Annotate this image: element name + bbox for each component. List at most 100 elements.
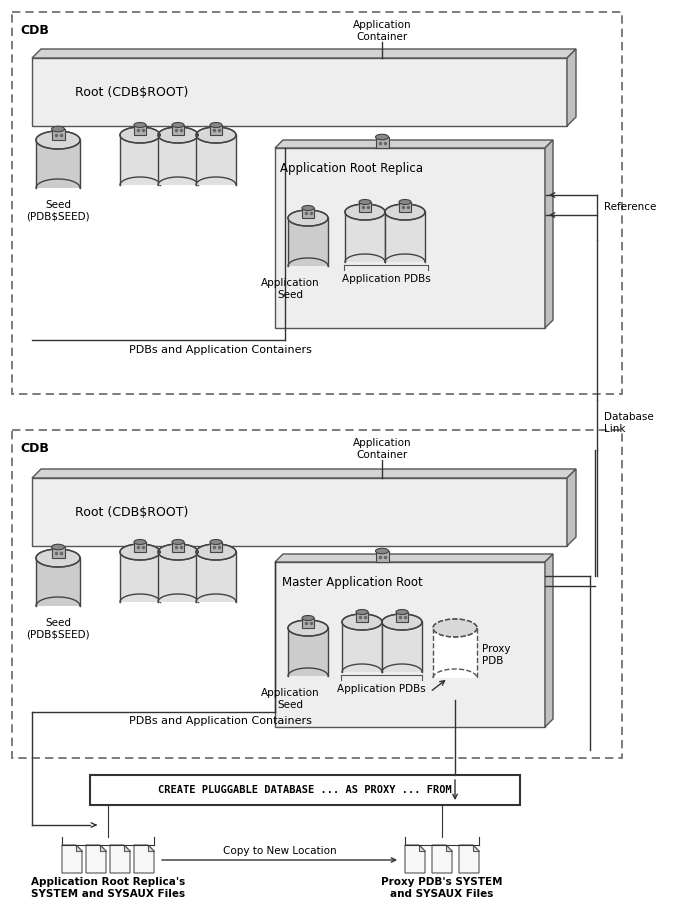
Ellipse shape [356, 610, 368, 614]
Polygon shape [432, 845, 452, 873]
Text: PDBs and Application Containers: PDBs and Application Containers [129, 345, 311, 355]
Polygon shape [419, 845, 425, 851]
Bar [210, 542, 222, 552]
Text: Root (CDB$ROOT): Root (CDB$ROOT) [75, 505, 188, 518]
Polygon shape [342, 614, 382, 630]
Ellipse shape [399, 199, 411, 205]
Bar [396, 612, 408, 622]
Polygon shape [345, 204, 385, 220]
Polygon shape [120, 127, 160, 143]
Polygon shape [342, 622, 382, 672]
Ellipse shape [302, 206, 314, 210]
Bar [210, 125, 222, 135]
Text: Application
Seed: Application Seed [260, 278, 320, 300]
Text: Reference: Reference [604, 202, 656, 212]
Ellipse shape [375, 548, 388, 554]
Bar [375, 551, 388, 562]
Text: Application Root Replica: Application Root Replica [280, 162, 424, 175]
Polygon shape [100, 845, 106, 851]
Polygon shape [288, 218, 328, 266]
Polygon shape [134, 845, 154, 873]
Ellipse shape [302, 615, 314, 621]
Bar [172, 125, 184, 135]
Polygon shape [288, 620, 328, 636]
Polygon shape [545, 554, 553, 727]
Polygon shape [567, 469, 576, 546]
Polygon shape [158, 135, 198, 185]
Polygon shape [32, 49, 576, 58]
Polygon shape [382, 614, 422, 630]
Polygon shape [36, 140, 80, 188]
Ellipse shape [396, 610, 408, 614]
Polygon shape [32, 469, 576, 478]
Text: Database
Link: Database Link [604, 412, 653, 433]
Text: Application Root Replica's
SYSTEM and SYSAUX Files: Application Root Replica's SYSTEM and SY… [31, 877, 185, 898]
Text: Application PDBs: Application PDBs [337, 684, 426, 694]
Polygon shape [385, 204, 425, 220]
Polygon shape [158, 127, 198, 143]
Bar [399, 202, 411, 212]
Bar [275, 148, 545, 328]
Polygon shape [36, 131, 80, 149]
Polygon shape [196, 552, 236, 602]
Polygon shape [545, 140, 553, 328]
Polygon shape [385, 212, 425, 262]
Polygon shape [382, 622, 422, 672]
Polygon shape [473, 845, 479, 851]
Polygon shape [567, 49, 576, 126]
Text: Application
Seed: Application Seed [260, 688, 320, 709]
Polygon shape [124, 845, 130, 851]
Bar [52, 547, 65, 558]
Bar [134, 542, 146, 552]
Ellipse shape [134, 122, 146, 127]
Text: Application
Container: Application Container [353, 438, 411, 460]
Polygon shape [120, 544, 160, 560]
Bar [356, 612, 368, 622]
Polygon shape [288, 210, 328, 226]
Text: Seed
(PDB$SEED): Seed (PDB$SEED) [27, 200, 90, 221]
Polygon shape [158, 552, 198, 602]
Ellipse shape [52, 126, 65, 132]
Bar [32, 58, 567, 126]
Text: Proxy
PDB: Proxy PDB [482, 644, 511, 665]
Polygon shape [158, 544, 198, 560]
Polygon shape [433, 628, 477, 678]
Polygon shape [110, 845, 130, 873]
Ellipse shape [172, 539, 184, 545]
Polygon shape [86, 845, 106, 873]
Polygon shape [433, 619, 477, 637]
Text: Master Application Root: Master Application Root [282, 576, 422, 589]
Ellipse shape [210, 122, 222, 127]
Polygon shape [405, 845, 425, 873]
Polygon shape [36, 558, 80, 606]
Polygon shape [288, 628, 328, 676]
Text: Root (CDB$ROOT): Root (CDB$ROOT) [75, 86, 188, 99]
Text: CDB: CDB [20, 24, 49, 37]
Ellipse shape [210, 539, 222, 545]
Polygon shape [76, 845, 82, 851]
Polygon shape [196, 127, 236, 143]
Polygon shape [36, 549, 80, 567]
Bar [12, 430, 622, 758]
Polygon shape [148, 845, 154, 851]
Text: Proxy PDB's SYSTEM
and SYSAUX Files: Proxy PDB's SYSTEM and SYSAUX Files [381, 877, 503, 898]
Text: PDBs and Application Containers: PDBs and Application Containers [129, 716, 311, 726]
Ellipse shape [172, 122, 184, 127]
Text: Application
Container: Application Container [353, 20, 411, 42]
Bar [172, 542, 184, 552]
Bar [52, 129, 65, 140]
Polygon shape [275, 554, 553, 562]
Polygon shape [196, 544, 236, 560]
Bar [359, 202, 371, 212]
Polygon shape [120, 552, 160, 602]
Bar [32, 478, 567, 546]
Polygon shape [459, 845, 479, 873]
Polygon shape [446, 845, 452, 851]
Ellipse shape [375, 134, 388, 140]
Polygon shape [275, 140, 553, 148]
Ellipse shape [359, 199, 371, 205]
Ellipse shape [52, 544, 65, 549]
Text: Application PDBs: Application PDBs [341, 274, 430, 284]
Ellipse shape [134, 539, 146, 545]
Polygon shape [62, 845, 82, 873]
